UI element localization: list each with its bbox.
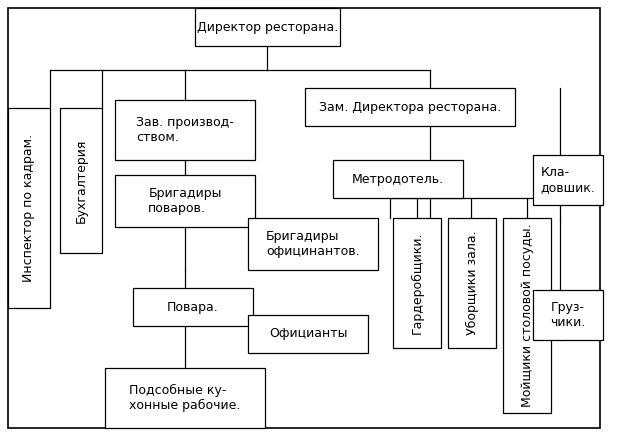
Bar bbox=[60, 108, 102, 253]
Bar bbox=[105, 368, 265, 428]
Text: Инспектор по кадрам.: Инспектор по кадрам. bbox=[22, 134, 35, 282]
Bar bbox=[115, 100, 255, 160]
Bar bbox=[503, 218, 551, 413]
Text: Бухгалтерия: Бухгалтерия bbox=[75, 138, 88, 222]
Text: Бригадиры
поваров.: Бригадиры поваров. bbox=[148, 187, 222, 215]
Bar bbox=[393, 218, 441, 348]
Bar bbox=[115, 175, 255, 227]
Text: Директор ресторана.: Директор ресторана. bbox=[197, 20, 338, 33]
Text: Бригадиры
официнантов.: Бригадиры официнантов. bbox=[266, 230, 360, 258]
Text: Зав. производ-
ством.: Зав. производ- ством. bbox=[136, 116, 234, 144]
Text: Гардеробщики.: Гардеробщики. bbox=[410, 232, 423, 334]
Text: Метродотель.: Метродотель. bbox=[352, 173, 444, 186]
Bar bbox=[195, 8, 340, 46]
Bar bbox=[448, 218, 496, 348]
Bar bbox=[248, 218, 378, 270]
Bar bbox=[8, 108, 50, 308]
Bar bbox=[533, 155, 603, 205]
Text: Уборщики зала.: Уборщики зала. bbox=[465, 231, 478, 336]
Bar bbox=[133, 288, 253, 326]
Bar bbox=[248, 315, 368, 353]
Text: Подсобные ку-
хонные рабочие.: Подсобные ку- хонные рабочие. bbox=[129, 384, 240, 412]
Text: Груз-
чики.: Груз- чики. bbox=[551, 301, 586, 329]
Text: Кла-
довшик.: Кла- довшик. bbox=[541, 166, 595, 194]
Bar bbox=[305, 88, 515, 126]
Bar bbox=[333, 160, 463, 198]
Bar bbox=[533, 290, 603, 340]
Text: Зам. Директора ресторана.: Зам. Директора ресторана. bbox=[319, 101, 501, 113]
Text: Повара.: Повара. bbox=[167, 300, 219, 313]
Text: Мойщики столовой посуды.: Мойщики столовой посуды. bbox=[520, 224, 533, 407]
Text: Официанты: Официанты bbox=[269, 328, 347, 340]
